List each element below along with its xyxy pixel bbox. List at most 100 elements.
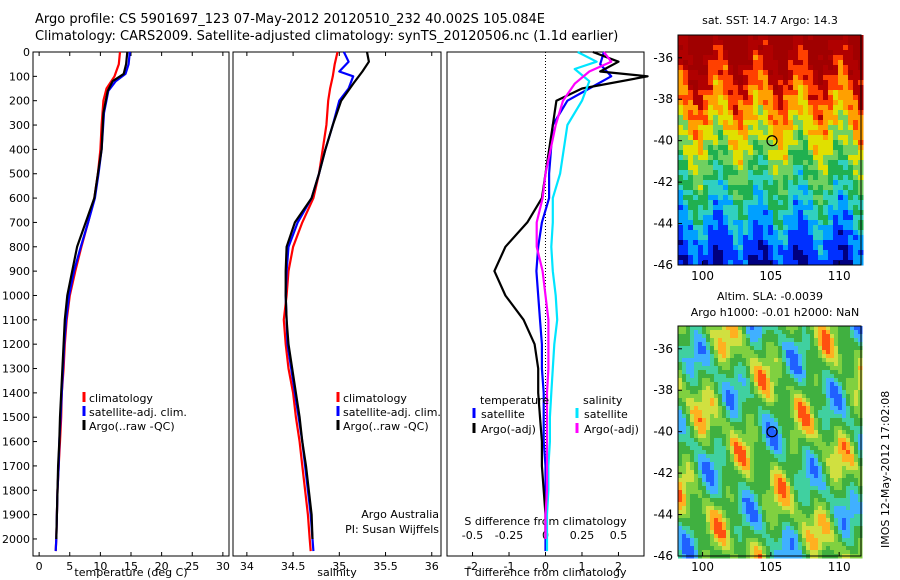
map-cell [734,518,739,523]
map-cell [818,386,823,391]
map-cell [818,490,823,495]
map-cell [734,530,739,535]
map-cell [842,466,847,471]
map-cell [786,490,791,495]
map-cell [714,534,719,539]
map-cell [738,115,744,121]
map-cell [706,426,711,431]
map-cell [813,195,819,201]
map-cell [698,50,704,56]
map-cell [693,45,699,51]
map-cell [678,398,683,403]
map-cell [686,494,691,499]
map-cell [843,55,849,61]
map-cell [698,430,703,435]
map-cell [774,430,779,435]
map-cell [698,370,703,375]
map-cell [773,55,779,61]
map-cell [802,534,807,539]
map-cell [683,245,689,251]
map-cell [830,386,835,391]
map-cell [803,170,809,176]
map-cell [810,362,815,367]
map-cell [770,526,775,531]
map-cell [726,518,731,523]
map-cell [808,165,814,171]
map-cell [762,470,767,475]
map-cell [750,478,755,483]
map-cell [842,386,847,391]
map-cell [702,478,707,483]
map-cell [723,90,729,96]
map-cell [703,205,709,211]
map-cell [848,220,854,226]
map-cell [743,135,749,141]
map-cell [746,474,751,479]
map-cell [838,125,844,131]
map-cell [754,370,759,375]
map-cell [706,470,711,475]
map-cell [768,105,774,111]
map-cell [808,50,814,56]
map-cell [718,350,723,355]
map-cell [806,386,811,391]
map-cell [753,235,759,241]
map-cell [833,205,839,211]
map-cell [848,70,854,76]
map-cell [854,402,859,407]
map-cell [708,70,714,76]
map-cell [693,235,699,241]
map-cell [838,215,844,221]
map-cell [698,526,703,531]
map-cell [703,255,709,261]
map-cell [768,115,774,121]
map-cell [718,354,723,359]
map-cell [790,470,795,475]
map-cell [858,390,863,395]
map-cell [694,414,699,419]
map-cell [686,546,691,551]
map-cell [846,338,851,343]
map-cell [826,534,831,539]
map-cell [753,210,759,216]
map-cell [842,514,847,519]
map-cell [754,486,759,491]
map-cell [798,220,804,226]
map-cell [690,334,695,339]
map-cell [818,175,824,181]
map-cell [846,458,851,463]
map-cell [814,498,819,503]
map-cell [758,55,764,61]
map-cell [834,326,839,331]
map-cell [786,382,791,387]
map-cell [726,390,731,395]
map-cell [743,155,749,161]
map-cell [743,115,749,121]
map-cell [806,374,811,379]
map-cell [788,175,794,181]
map-cell [763,95,769,101]
map-cell [818,502,823,507]
map-cell [853,100,859,106]
map-cell [714,442,719,447]
map-cell [758,35,764,41]
map-cell [802,478,807,483]
map-cell [838,546,843,551]
map-cell [774,326,779,331]
map-cell [794,458,799,463]
map-cell [806,502,811,507]
map-cell [702,482,707,487]
map-cell [858,434,863,439]
map-cell [774,330,779,335]
map-cell [690,470,695,475]
map-cell [714,326,719,331]
map-cell [828,165,834,171]
map-cell [766,334,771,339]
map-cell [714,338,719,343]
map-cell [810,506,815,511]
map-cell [738,215,744,221]
map-cell [750,486,755,491]
map-cell [822,374,827,379]
map-cell [742,462,747,467]
map-cell [786,370,791,375]
